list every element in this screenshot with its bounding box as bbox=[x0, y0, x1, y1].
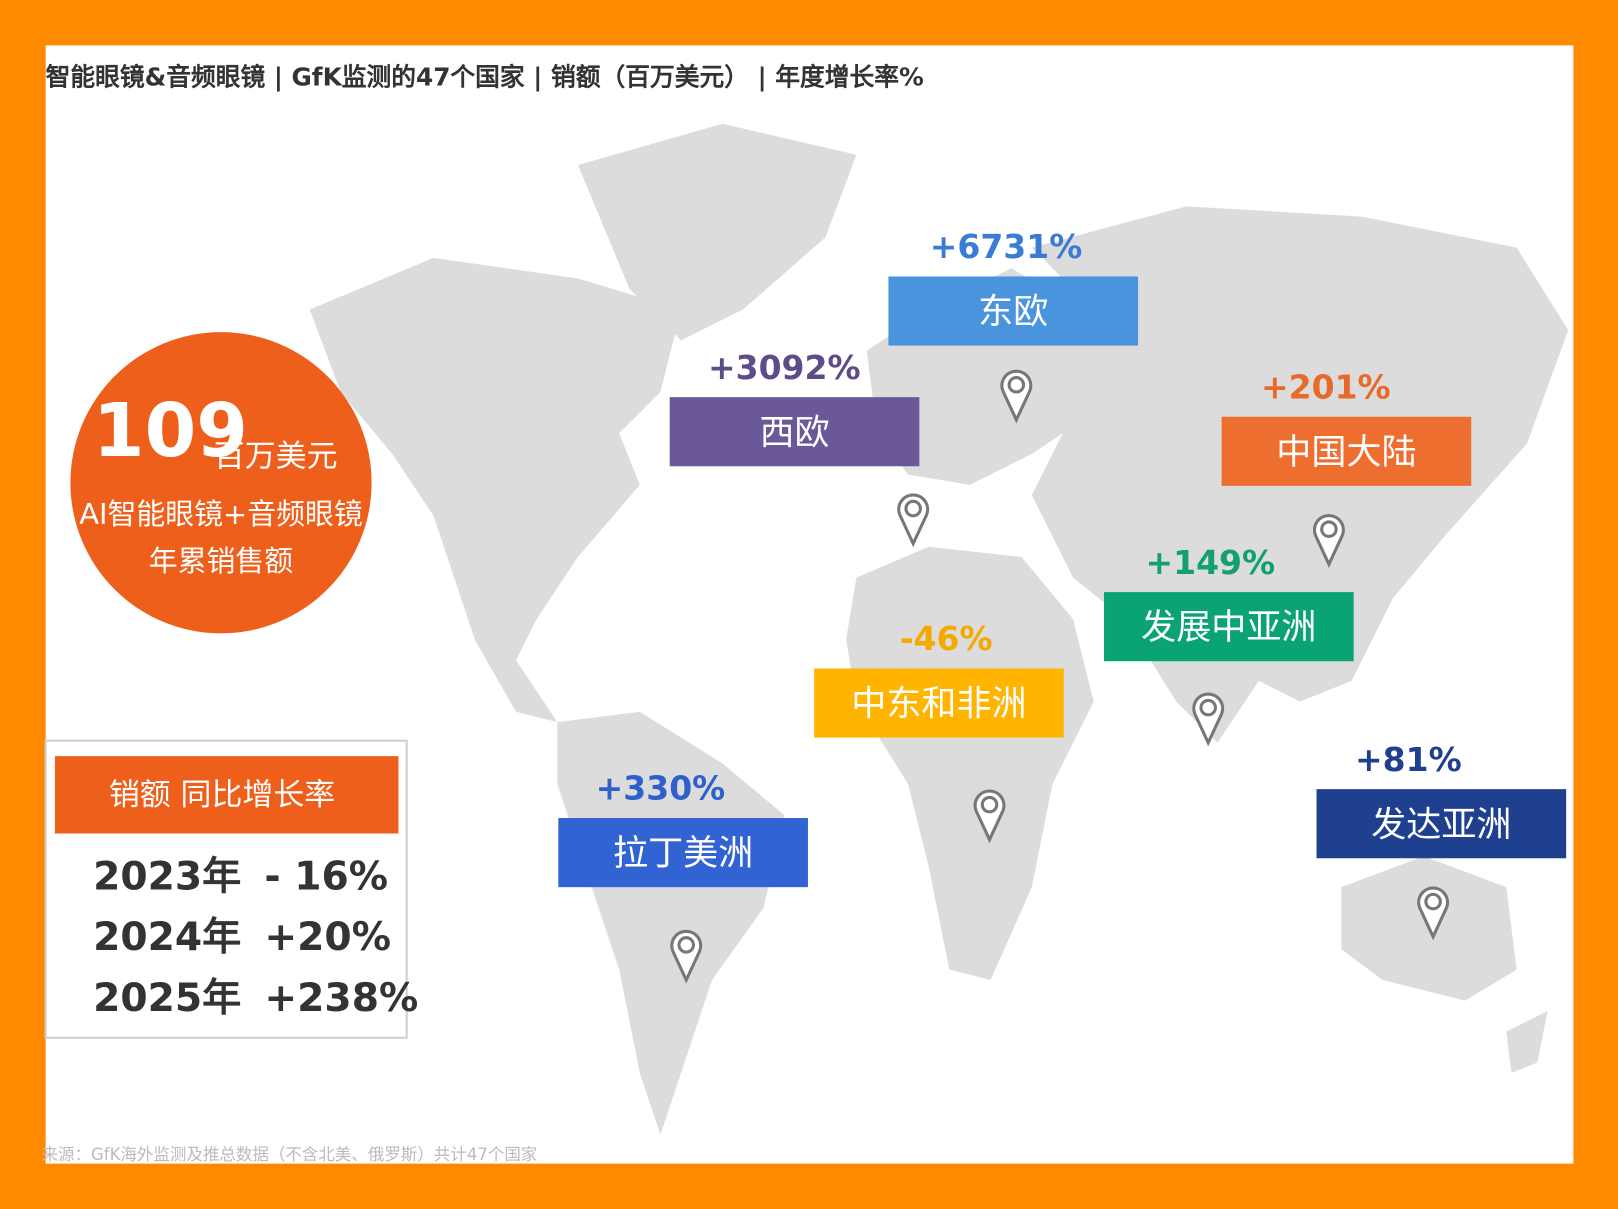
row-growth: - 16% bbox=[264, 854, 388, 899]
region-name: 发达亚洲 bbox=[1371, 804, 1511, 845]
region-name: 中国大陆 bbox=[1276, 432, 1416, 473]
region-name: 拉丁美洲 bbox=[613, 833, 753, 874]
regions: 东欧 +6731% 西欧 +3092% 中国大陆 +201% 发展中亚洲 +149% 中东和非洲… bbox=[558, 227, 1567, 984]
region-name: 发展中亚洲 bbox=[1141, 607, 1316, 648]
world-map bbox=[309, 123, 1569, 1135]
region-growth: +6731% bbox=[930, 227, 1083, 266]
region-growth: +3092% bbox=[708, 348, 861, 387]
region-growth: +201% bbox=[1261, 367, 1391, 406]
table-header-bg bbox=[54, 756, 399, 834]
pin-dot bbox=[1199, 698, 1217, 717]
pin-dot bbox=[677, 936, 696, 954]
table-rows: 2023年 - 16% 2024年 +20% 2025年 +238% bbox=[93, 854, 418, 1021]
region-box bbox=[814, 668, 1064, 738]
summary-circle bbox=[70, 332, 372, 634]
region-box bbox=[888, 276, 1139, 346]
region-box bbox=[669, 397, 920, 467]
title: 智能眼镜&音频眼镜 | GfK监测的47个国家 | 销额（百万美元） | 年度增… bbox=[46, 62, 924, 91]
region-growth: -46% bbox=[900, 619, 993, 658]
region-growth: +330% bbox=[596, 769, 726, 808]
summary-unit: 百万美元 bbox=[214, 439, 338, 475]
pin-dot bbox=[1424, 892, 1442, 911]
pin-dot bbox=[1320, 520, 1338, 538]
summary-line: AI智能眼镜+音频眼镜 bbox=[79, 497, 362, 531]
region-box bbox=[558, 818, 808, 888]
region-box bbox=[1104, 592, 1354, 662]
source: 来源：GfK海外监测及推总数据（不含北美、俄罗斯）共计47个国家 bbox=[42, 1145, 538, 1164]
row-year: 2025年 bbox=[93, 976, 241, 1021]
region-name: 西欧 bbox=[759, 412, 829, 453]
region-name: 中东和非洲 bbox=[851, 684, 1026, 725]
row-year: 2023年 bbox=[93, 854, 241, 899]
table-header: 销额 同比增长率 bbox=[109, 777, 335, 813]
region-box bbox=[1316, 789, 1567, 859]
region-name: 东欧 bbox=[978, 292, 1048, 333]
region-box bbox=[1221, 416, 1472, 486]
row-growth: +238% bbox=[264, 976, 418, 1021]
summary-value: 109 bbox=[93, 387, 248, 474]
summary-line: 年累销售额 bbox=[149, 544, 294, 578]
pin-dot bbox=[904, 499, 922, 518]
region-growth: +81% bbox=[1355, 740, 1462, 779]
pin-dot bbox=[980, 795, 999, 814]
row-year: 2024年 bbox=[93, 915, 241, 960]
region-growth: +149% bbox=[1145, 543, 1275, 582]
pin-dot bbox=[1007, 376, 1026, 394]
row-growth: +20% bbox=[264, 915, 391, 960]
